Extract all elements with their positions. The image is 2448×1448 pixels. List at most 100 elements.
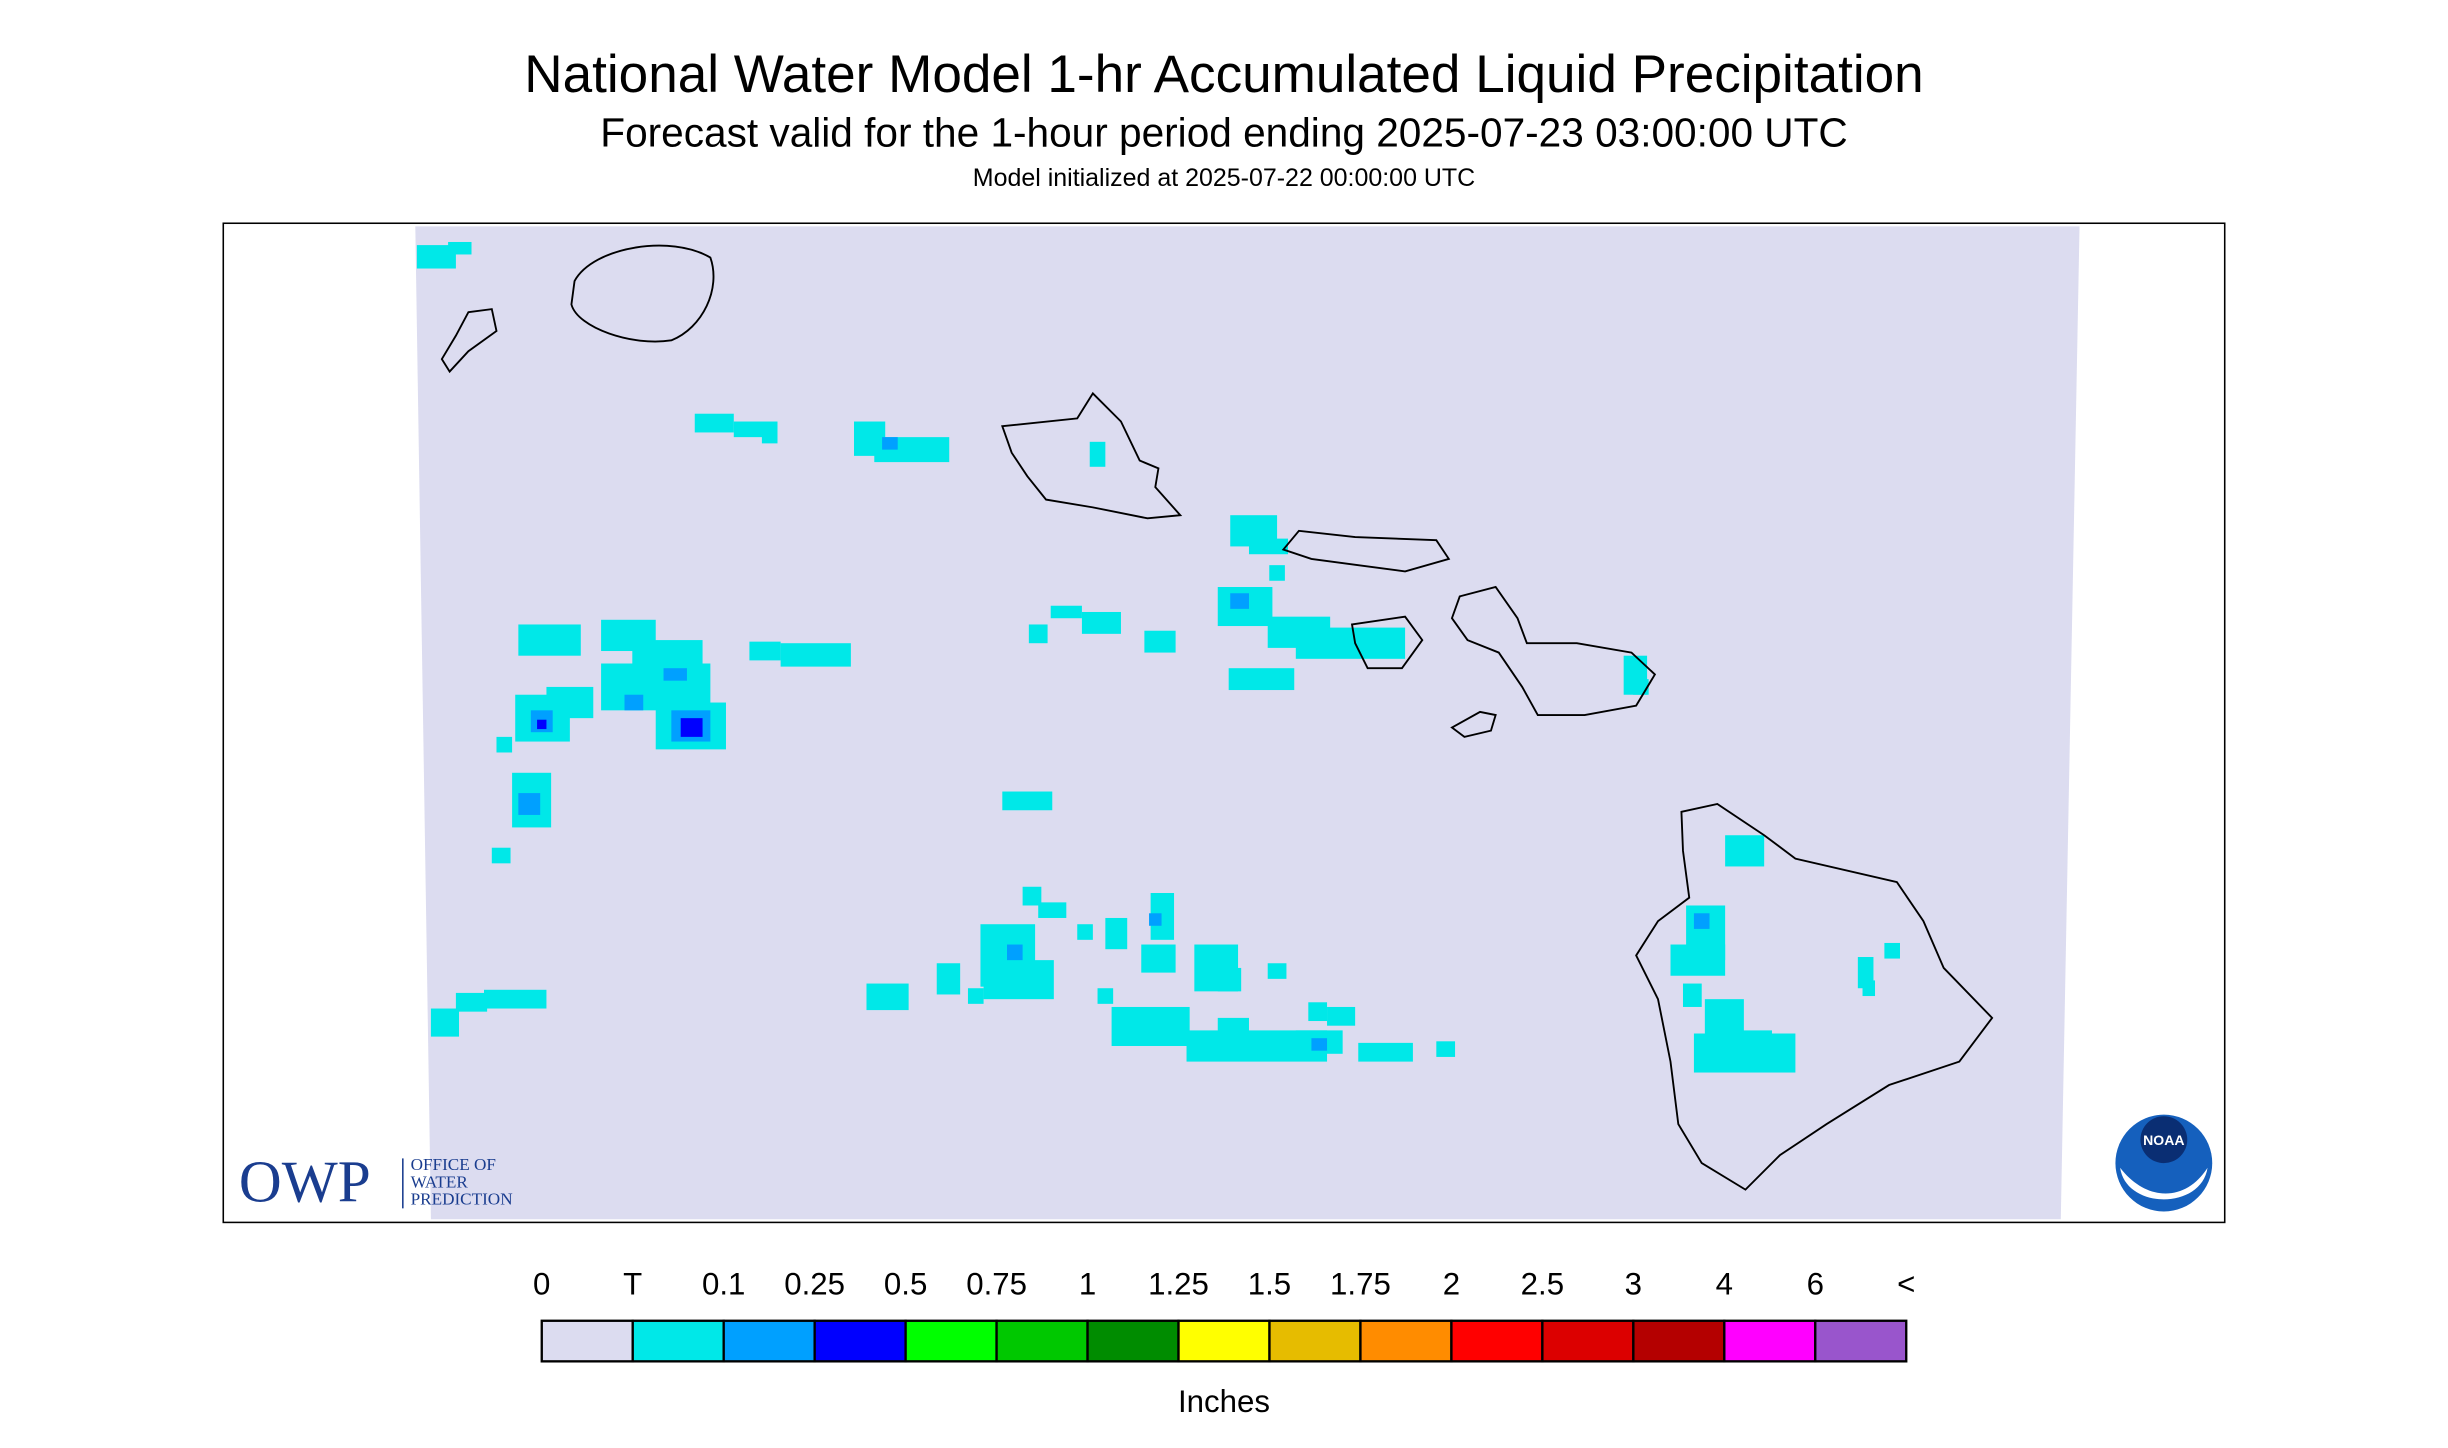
legend-swatch [1541, 1319, 1635, 1363]
legend-label: 0.75 [966, 1267, 1027, 1302]
precip-cell-heavy [1006, 944, 1023, 961]
precip-cell-heavy [663, 668, 687, 681]
precip-cell [1327, 1006, 1356, 1026]
precip-cell [1358, 1042, 1413, 1062]
precip-cell [448, 241, 472, 255]
precip-cell [1038, 902, 1067, 918]
precip-cell [1141, 944, 1176, 973]
noaa-text: NOAA [2143, 1132, 2184, 1148]
legend-label: 1 [1079, 1267, 1096, 1302]
precip-cell [780, 643, 851, 667]
precip-cell [1002, 791, 1053, 811]
precip-cell [1217, 1017, 1249, 1042]
legend-label: < [1897, 1267, 1915, 1302]
precip-cell-heavy [518, 793, 541, 815]
hawaii-big-island [1635, 803, 1994, 1191]
precip-cell [761, 424, 778, 444]
legend-swatch [1723, 1319, 1817, 1363]
legend-swatch [1268, 1319, 1362, 1363]
legend-label: 4 [1716, 1267, 1733, 1302]
legend-units: Inches [1178, 1384, 1270, 1419]
precip-cell [1050, 605, 1082, 619]
precip-cell [1144, 630, 1176, 653]
owp-line: WATER [411, 1172, 469, 1191]
precip-cell [1682, 983, 1702, 1007]
precip-cell [1308, 1002, 1328, 1022]
legend-swatch [904, 1319, 998, 1363]
precip-cell [416, 245, 456, 269]
legend-label: 1.75 [1330, 1267, 1391, 1302]
precip-cell [1248, 538, 1289, 555]
precip-cell [1105, 917, 1128, 950]
precip-cell [1097, 988, 1114, 1004]
legend-label: 6 [1807, 1267, 1824, 1302]
precip-cell [1633, 679, 1649, 695]
legend-swatch [1814, 1319, 1908, 1363]
kauai [570, 244, 715, 343]
precip-cell [518, 624, 581, 656]
precip-cell [1022, 886, 1042, 906]
niihau [440, 308, 498, 374]
legend-swatch [1450, 1319, 1544, 1363]
molokai [1281, 529, 1451, 573]
title: National Water Model 1-hr Accumulated Li… [524, 45, 1923, 104]
lanai [1350, 615, 1424, 670]
precip-cell [496, 736, 513, 753]
legend-swatch [1177, 1319, 1271, 1363]
legend: 0 T 0.1 0.25 0.5 0.75 1 1.25 1.5 1.75 2 2.5 3 4 6 < [533, 1267, 1915, 1363]
legend-label: 0.25 [784, 1267, 845, 1302]
legend-swatch [722, 1319, 816, 1363]
precip-cell [1111, 1006, 1190, 1046]
legend-label: 0 [533, 1267, 550, 1302]
legend-swatch [1086, 1319, 1180, 1363]
noaa-wave [2120, 1167, 2208, 1200]
legend-label: 3 [1625, 1267, 1642, 1302]
init-text: Model initialized at 2025-07-22 00:00:00… [973, 164, 1475, 192]
precip-cell-heavy [1230, 593, 1249, 609]
owp-logo: OWP [239, 1149, 371, 1215]
owp-line: OFFICE OF [411, 1155, 496, 1174]
precip-cell [483, 989, 547, 1009]
precip-cell [1028, 624, 1048, 644]
precip-cell [1670, 944, 1726, 976]
precip-cell-heavy [1311, 1038, 1328, 1051]
oahu [1001, 391, 1183, 520]
legend-label: 0.5 [884, 1267, 927, 1302]
owp-line: PREDICTION [411, 1189, 513, 1208]
precip-cell-heavy [882, 437, 898, 450]
model-domain [415, 226, 2080, 1220]
legend-swatch [1632, 1319, 1726, 1363]
precip-cell-max [680, 718, 703, 737]
precip-cell [1740, 1030, 1772, 1062]
precip-cell [694, 413, 734, 433]
legend-label: T [623, 1267, 642, 1302]
legend-swatch [1359, 1319, 1453, 1363]
legend-swatch [995, 1319, 1089, 1363]
precip-cell-heavy [1149, 913, 1162, 926]
subtitle: Forecast valid for the 1-hour period end… [600, 110, 1847, 156]
legend-label: 1.25 [1148, 1267, 1209, 1302]
legend-swatch [813, 1319, 907, 1363]
precip-cell [1862, 980, 1876, 997]
precip-cell [1089, 441, 1106, 467]
precip-cell [1228, 668, 1295, 691]
legend-label: 2 [1443, 1267, 1460, 1302]
precip-cell-heavy [624, 694, 644, 711]
precip-cell [1436, 1041, 1456, 1057]
kahoolawe [1450, 710, 1497, 738]
precip-cell [1725, 835, 1765, 867]
legend-swatch [631, 1319, 725, 1363]
noaa-emblem [2140, 1116, 2188, 1164]
precip-cell [1295, 627, 1406, 659]
legend-label: 0.1 [702, 1267, 745, 1302]
maui [1450, 585, 1657, 716]
precip-cell [1217, 967, 1242, 992]
precip-cell [1884, 942, 1900, 959]
precip-cell [1267, 963, 1287, 979]
precip-cells [416, 241, 1900, 1073]
precip-cell [1704, 999, 1744, 1039]
legend-label: 1.5 [1248, 1267, 1291, 1302]
